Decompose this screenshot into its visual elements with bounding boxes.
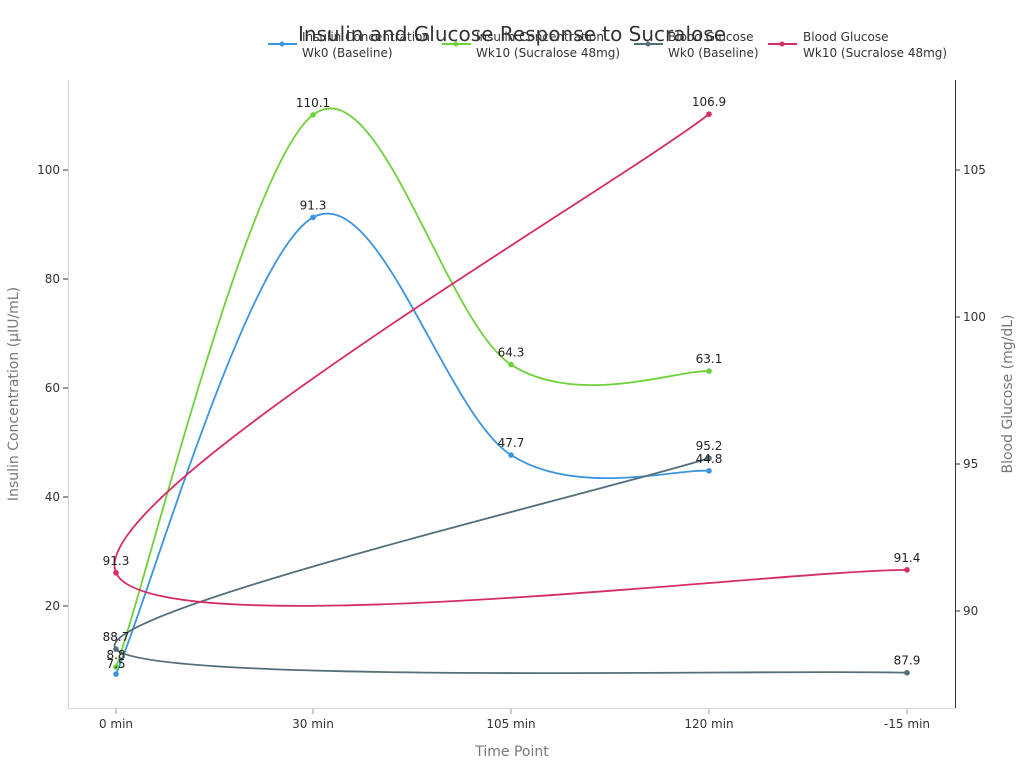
data-label: 47.7	[498, 436, 525, 450]
x-tick-label: 120 min	[684, 717, 733, 731]
plot-area	[113, 107, 910, 677]
data-point-marker[interactable]	[508, 361, 514, 368]
data-point-marker[interactable]	[904, 567, 910, 573]
data-point-marker[interactable]	[310, 112, 316, 118]
legend-marker-icon	[645, 41, 651, 47]
data-label: 95.2	[696, 439, 723, 453]
right-tick-label: 100	[963, 310, 986, 324]
right-tick-label: 105	[963, 163, 986, 177]
data-point-marker[interactable]	[113, 646, 119, 653]
legend-label-line2: Wk10 (Sucralose 48mg)	[476, 46, 620, 60]
x-axis: 0 min 30 min 105 min 120 min -15 min Time Po…	[68, 708, 955, 760]
left-tick-label: 20	[45, 599, 60, 613]
data-label: 91.4	[894, 551, 921, 565]
left-tick-label: 100	[37, 163, 60, 177]
legend-marker-icon	[279, 41, 285, 47]
data-point-marker[interactable]	[706, 468, 712, 474]
data-label: 88.7	[103, 630, 130, 644]
legend-label-line1: Insulin Concentration	[476, 30, 604, 44]
data-point-marker[interactable]	[310, 214, 316, 221]
data-point-marker[interactable]	[706, 368, 712, 374]
right-tick-label: 95	[963, 457, 978, 471]
x-tick-label: 30 min	[292, 717, 334, 731]
series-insulin-wk0[interactable]	[113, 212, 712, 677]
data-point-marker[interactable]	[113, 569, 119, 576]
data-label: 91.3	[300, 198, 327, 212]
legend-label-line1: Blood Glucose	[668, 30, 754, 44]
legend-item-insulin-wk0[interactable]: Insulin Concentration Wk0 (Baseline)	[268, 30, 430, 60]
data-point-marker[interactable]	[706, 111, 712, 117]
legend-item-insulin-wk10[interactable]: Insulin Concentration Wk10 (Sucralose 48…	[442, 30, 620, 60]
right-axis-title: Blood Glucose (mg/dL)	[1000, 314, 1016, 473]
data-label: 7.5	[106, 657, 125, 671]
left-tick-label: 40	[45, 490, 60, 504]
legend-label-line2: Wk10 (Sucralose 48mg)	[803, 46, 947, 60]
data-label: 106.9	[692, 95, 726, 109]
x-tick-label: 0 min	[99, 717, 133, 731]
right-tick-label: 90	[963, 604, 978, 618]
series-insulin-wk10[interactable]	[113, 107, 712, 670]
left-tick-label: 80	[45, 272, 60, 286]
data-label: 110.1	[296, 96, 330, 110]
series-line	[113, 457, 908, 674]
data-point-marker[interactable]	[113, 664, 119, 670]
left-axis: 20 40 60 80 100 Insulin Concentration (µIU/m…	[6, 80, 69, 708]
series-glucose-wk10[interactable]	[113, 111, 910, 607]
legend-marker-icon	[779, 41, 785, 47]
legend-marker-icon	[453, 41, 459, 47]
data-label: 44.8	[696, 452, 723, 466]
series-glucose-wk0[interactable]	[113, 455, 910, 676]
x-tick-label: -15 min	[884, 717, 930, 731]
data-point-marker[interactable]	[706, 455, 712, 461]
data-label: 64.3	[498, 346, 525, 360]
data-label: 87.9	[894, 654, 921, 668]
legend: Insulin Concentration Wk0 (Baseline) Ins…	[268, 30, 947, 60]
data-label: 63.1	[696, 352, 723, 366]
data-label: 8.8	[106, 648, 125, 662]
left-axis-title: Insulin Concentration (µIU/mL)	[6, 287, 22, 501]
legend-item-glucose-wk10[interactable]: Blood Glucose Wk10 (Sucralose 48mg)	[768, 30, 947, 60]
data-point-marker[interactable]	[904, 669, 910, 676]
chart-title: Insulin and Glucose Response to Sucralos…	[298, 22, 726, 46]
data-point-marker[interactable]	[113, 671, 119, 677]
series-line	[115, 107, 710, 668]
data-labels: 7.5 91.3 47.7 44.8 8.8 110.1 64.3 63.1 88.7 95.2 8…	[103, 95, 921, 671]
legend-label-line2: Wk0 (Baseline)	[302, 46, 393, 60]
series-line	[115, 212, 710, 675]
data-point-marker[interactable]	[508, 452, 514, 458]
legend-label-line1: Insulin Concentration	[302, 30, 430, 44]
data-label: 91.3	[103, 554, 130, 568]
x-tick-label: 105 min	[486, 717, 535, 731]
left-tick-label: 60	[45, 381, 60, 395]
legend-label-line2: Wk0 (Baseline)	[668, 46, 759, 60]
legend-item-glucose-wk0[interactable]: Blood Glucose Wk0 (Baseline)	[634, 30, 759, 60]
series-line	[113, 113, 908, 607]
legend-label-line1: Blood Glucose	[803, 30, 889, 44]
x-axis-title: Time Point	[474, 744, 549, 760]
right-axis: 90 95 100 105 Blood Glucose (mg/dL)	[955, 80, 1016, 708]
